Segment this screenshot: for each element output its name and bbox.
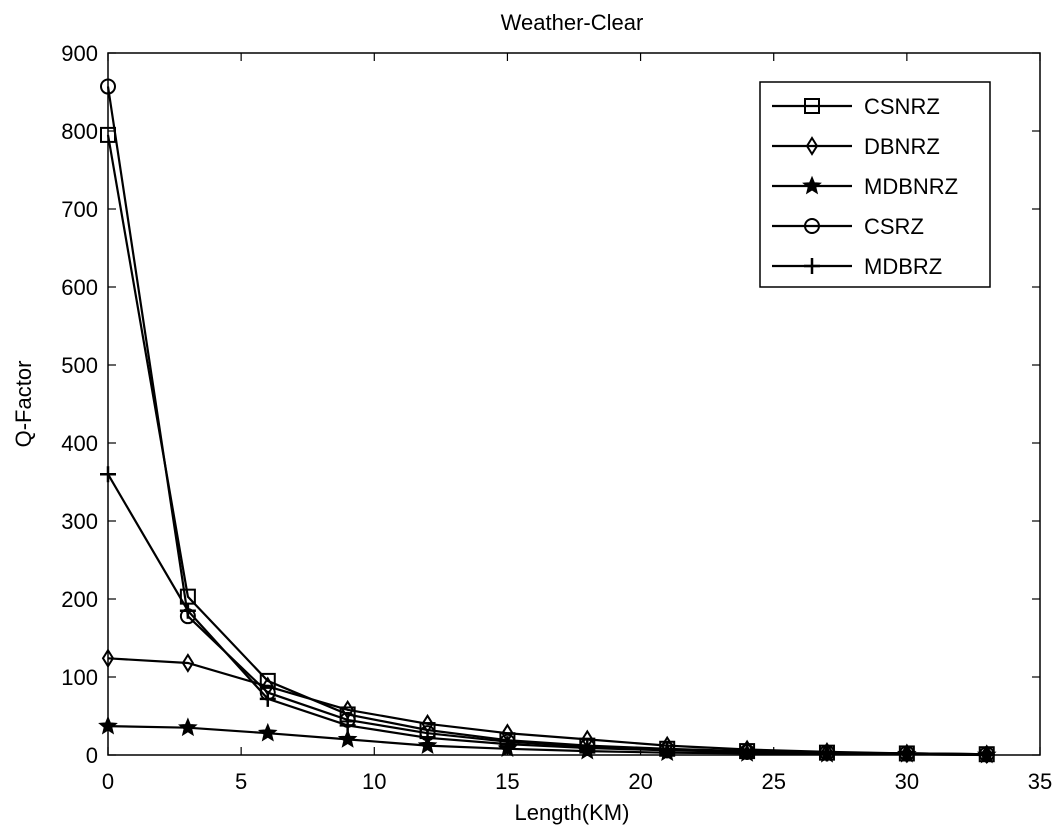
legend-entry: MDBNRZ	[772, 174, 958, 199]
series-layer	[98, 78, 997, 765]
legend-label: MDBRZ	[864, 254, 942, 279]
legend-entry: MDBRZ	[772, 254, 942, 279]
data-point	[579, 739, 596, 756]
data-point	[257, 722, 278, 742]
x-tick-label: 0	[102, 769, 114, 794]
y-tick-label: 800	[61, 119, 98, 144]
legend-label: MDBNRZ	[864, 174, 958, 199]
data-point	[499, 736, 516, 753]
x-tick-label: 35	[1028, 769, 1052, 794]
x-tick-label: 20	[628, 769, 652, 794]
data-point	[337, 729, 358, 748]
x-axis-label: Length(KM)	[515, 800, 630, 825]
legend-entry: CSNRZ	[772, 94, 940, 119]
legend-marker	[804, 218, 820, 234]
axes: 0 5 10 15 20 25 30 35 0 100 200 300 400 500 600 700 800 9…	[61, 41, 1052, 794]
y-axis-label: Q-Factor	[11, 361, 36, 448]
data-point	[339, 717, 356, 734]
legend-marker	[804, 258, 820, 274]
y-tick-label: 200	[61, 587, 98, 612]
data-point	[818, 745, 835, 762]
data-point	[100, 78, 116, 95]
legend-label: CSRZ	[864, 214, 924, 239]
data-point	[181, 653, 195, 673]
data-point	[100, 466, 116, 483]
x-tick-label: 5	[235, 769, 247, 794]
data-point	[739, 743, 756, 760]
legend-box	[759, 81, 991, 288]
x-tick-label: 30	[895, 769, 919, 794]
data-point	[98, 715, 118, 735]
y-tick-label: 300	[61, 509, 98, 534]
data-point	[978, 747, 995, 763]
data-point	[179, 602, 196, 619]
data-point	[259, 690, 276, 707]
legend-label: DBNRZ	[864, 134, 940, 159]
y-tick-label: 400	[61, 431, 98, 456]
data-point	[659, 742, 676, 759]
y-tick-label: 0	[86, 743, 98, 768]
x-tick-label: 15	[495, 769, 519, 794]
series-line	[107, 473, 987, 757]
data-point	[259, 672, 276, 689]
data-point	[178, 717, 198, 737]
chart-title: Weather-Clear	[501, 10, 644, 35]
y-tick-label: 900	[61, 41, 98, 66]
legend-marker	[804, 98, 820, 114]
x-tick-label: 25	[761, 769, 785, 794]
legend-entry: CSRZ	[772, 214, 924, 239]
y-tick-label: 500	[61, 353, 98, 378]
data-point	[101, 648, 115, 669]
y-tick-label: 600	[61, 275, 98, 300]
series-mdbrz	[100, 466, 995, 763]
y-tick-label: 100	[61, 665, 98, 690]
legend-marker	[802, 175, 822, 195]
legend-marker	[805, 136, 819, 156]
data-point	[419, 729, 436, 746]
x-tick-label: 10	[362, 769, 386, 794]
legend-entry: DBNRZ	[772, 134, 940, 159]
legend-label: CSNRZ	[864, 94, 940, 119]
y-tick-label: 700	[61, 197, 98, 222]
data-point	[898, 746, 915, 763]
legend: CSNRZ DBNRZ MDBNRZ CSRZ MDBRZ	[759, 81, 991, 288]
